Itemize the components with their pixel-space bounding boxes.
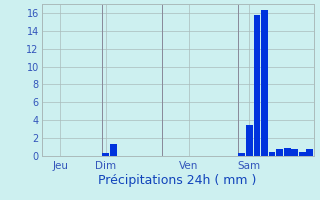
Bar	[253, 15, 260, 156]
Bar	[102, 153, 109, 156]
Bar	[284, 148, 291, 156]
X-axis label: Précipitations 24h ( mm ): Précipitations 24h ( mm )	[99, 174, 257, 187]
Bar	[299, 152, 306, 156]
Bar	[110, 144, 117, 156]
Bar	[269, 152, 276, 156]
Bar	[291, 149, 298, 156]
Bar	[261, 10, 268, 156]
Bar	[307, 149, 313, 156]
Bar	[238, 153, 245, 156]
Bar	[276, 149, 283, 156]
Bar	[246, 125, 253, 156]
